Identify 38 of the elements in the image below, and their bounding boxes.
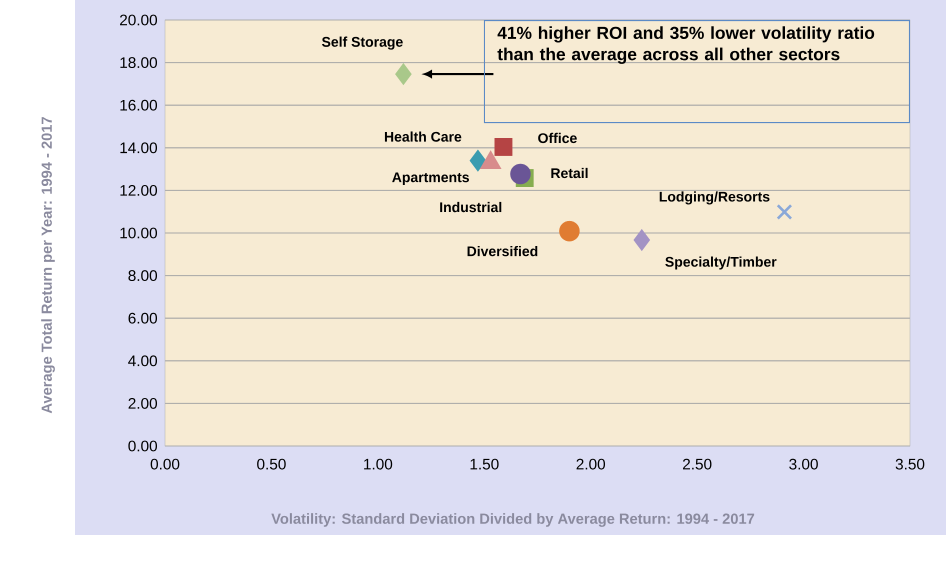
y-axis-title: Average Total Return per Year: 1994 - 2017: [41, 117, 55, 414]
series-label: Office: [538, 132, 577, 144]
annotation: 41% higher ROI and 35% lower volatility ratio than the average across all other sectors: [497, 26, 874, 64]
series-label: Retail: [551, 168, 588, 178]
x-axis-title: Volatility: Standard Deviation Divided by Average Return: 1994 - 2017: [271, 513, 754, 527]
y-tick-label: 8.00: [128, 270, 158, 282]
y-tick-label: 6.00: [128, 312, 158, 324]
y-tick-label: 0.00: [128, 440, 158, 452]
x-tick-label: 0.50: [257, 458, 286, 470]
point: [559, 220, 580, 242]
y-tick-label: 14.00: [120, 142, 158, 154]
x-tick-label: 0.00: [150, 458, 180, 470]
series-label: Apartments: [392, 172, 469, 185]
y-tick-label: 10.00: [120, 228, 158, 238]
series-label: Specialty/Timber: [665, 256, 776, 270]
x-tick-label: 2.00: [576, 458, 606, 470]
series-label: Industrial: [440, 202, 502, 212]
x-tick-label: 1.00: [364, 458, 392, 470]
series-label: Diversified: [468, 246, 538, 256]
point: [634, 229, 650, 251]
point: [776, 204, 792, 220]
y-tick-label: 20.00: [120, 14, 158, 26]
point: [470, 150, 486, 172]
y-tick-label: 12.00: [120, 184, 158, 196]
series-label: Self Storage: [322, 36, 403, 50]
series-label: Lodging/Resorts: [660, 191, 770, 204]
point: [494, 138, 512, 156]
x-tick-label: 3.50: [896, 458, 924, 470]
y-tick-label: 18.00: [120, 57, 158, 68]
series-label: Health Care: [384, 131, 462, 142]
y-tick-label: 4.00: [128, 355, 158, 366]
x-tick-label: 2.50: [683, 458, 712, 470]
y-tick-label: 2.00: [128, 398, 158, 409]
point: [395, 63, 412, 86]
x-tick-label: 3.00: [789, 458, 818, 470]
point: [510, 164, 531, 184]
x-tick-label: 1.50: [470, 458, 499, 470]
y-tick-label: 16.00: [120, 100, 158, 111]
